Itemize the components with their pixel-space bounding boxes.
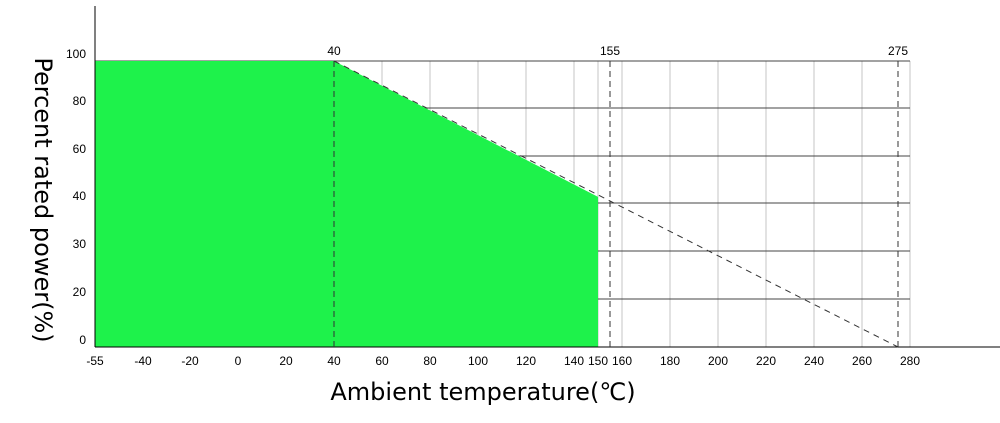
- annotation-label: 40: [327, 44, 341, 58]
- y-tick-label: 30: [73, 237, 87, 251]
- y-tick-label: 80: [73, 94, 87, 108]
- annotation-label: 275: [888, 44, 908, 58]
- x-tick-label: 120: [516, 354, 536, 368]
- x-tick-label: 80: [423, 354, 437, 368]
- y-tick-label: 40: [73, 189, 87, 203]
- y-axis-title: Percent rated power(%): [29, 57, 57, 342]
- y-tick-label: 60: [73, 142, 87, 156]
- y-tick-labels: 0 20 30 40 60 80 100: [66, 47, 86, 347]
- x-tick-label: 0: [235, 354, 242, 368]
- x-tick-label: 150: [588, 354, 608, 368]
- x-tick-label: -55: [86, 354, 104, 368]
- annotation-labels: 40 155 275: [327, 44, 908, 58]
- x-tick-label: -40: [134, 354, 152, 368]
- x-axis-title: Ambient temperature(℃): [330, 378, 635, 406]
- y-tick-label: 100: [66, 47, 86, 61]
- x-tick-label: 100: [468, 354, 488, 368]
- x-tick-label: 20: [279, 354, 293, 368]
- x-tick-labels: -55 -40 -20 0 20 40 60 80 100 120 140 150 160 180 200 2…: [86, 354, 920, 368]
- x-tick-label: 40: [327, 354, 341, 368]
- x-tick-label: -20: [181, 354, 199, 368]
- derating-guides: [333, 60, 899, 348]
- operating-area-fill: [95, 61, 598, 347]
- annotation-label: 155: [600, 44, 620, 58]
- x-tick-label: 180: [660, 354, 680, 368]
- x-tick-label: 140: [564, 354, 584, 368]
- x-tick-label: 200: [708, 354, 728, 368]
- x-tick-label: 260: [852, 354, 872, 368]
- x-tick-label: 160: [612, 354, 632, 368]
- x-tick-label: 240: [804, 354, 824, 368]
- x-tick-label: 280: [900, 354, 920, 368]
- x-tick-label: 60: [375, 354, 389, 368]
- axes: [94, 6, 1000, 348]
- x-tick-label: 220: [756, 354, 776, 368]
- y-tick-label: 0: [79, 333, 86, 347]
- y-tick-label: 20: [73, 285, 87, 299]
